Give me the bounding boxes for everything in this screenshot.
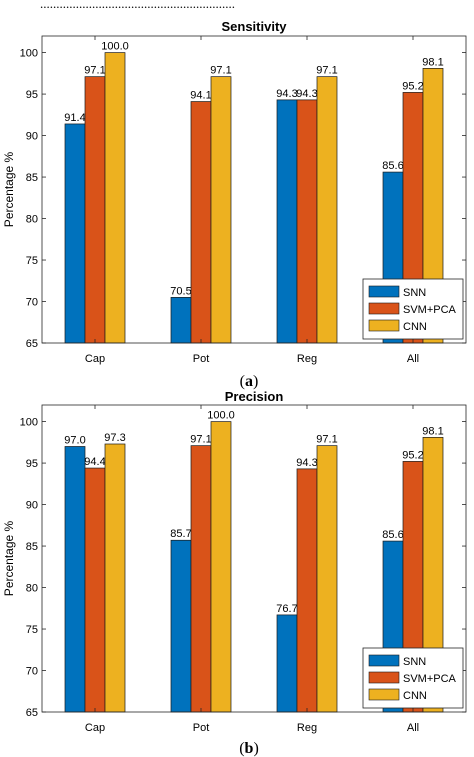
legend-label: CNN: [403, 690, 427, 702]
plot-frame: [41, 35, 467, 344]
data-label: 97.1: [316, 65, 337, 77]
bar-snn-cap: [64, 446, 86, 713]
data-label: 98.1: [422, 425, 443, 437]
y-tick-label: 75: [26, 255, 38, 267]
y-tick-label: 65: [26, 707, 38, 719]
bar-svm-pca-pot: [190, 101, 212, 344]
chart-title: Precision: [225, 389, 284, 404]
top-fragment-text: ........................................…: [40, 0, 235, 11]
data-label: 85.7: [170, 528, 191, 540]
caption-open: (: [239, 740, 244, 757]
y-tick-label: 85: [26, 541, 38, 553]
bar-cnn-cap: [104, 443, 126, 713]
data-label: 94.3: [276, 88, 297, 100]
chart-title: Sensitivity: [221, 19, 287, 34]
x-tick-label: Cap: [85, 722, 105, 734]
x-tick-label: Reg: [297, 722, 317, 734]
data-label: 85.6: [382, 529, 403, 541]
data-label: 100.0: [207, 410, 235, 422]
data-label: 97.1: [190, 434, 211, 446]
legend-swatch-snn: [368, 285, 400, 298]
panel-caption: (a): [240, 373, 259, 390]
legend-swatch-svm-pca: [368, 302, 400, 315]
data-label: 94.3: [296, 457, 317, 469]
y-tick-label: 100: [20, 48, 38, 60]
data-label: 97.1: [210, 65, 231, 77]
data-label: 97.1: [84, 65, 105, 77]
plot-frame: [41, 404, 467, 713]
caption-close: ): [253, 373, 258, 390]
data-label: 94.4: [84, 456, 105, 468]
y-tick-label: 90: [26, 500, 38, 512]
y-axis-label: Percentage %: [2, 151, 16, 227]
bar-snn-reg: [276, 99, 298, 344]
data-label: 70.5: [170, 285, 191, 297]
bar-svm-pca-pot: [190, 445, 212, 713]
caption-close: ): [253, 740, 258, 757]
bar-svm-pca-reg: [296, 468, 318, 713]
y-tick-label: 95: [26, 89, 38, 101]
data-label: 98.1: [422, 56, 443, 68]
y-tick-label: 80: [26, 214, 38, 226]
legend-swatch-svm-pca: [368, 671, 400, 684]
legend-swatch-snn: [368, 654, 400, 667]
panel-caption: (b): [239, 740, 259, 757]
y-tick-label: 90: [26, 131, 38, 143]
y-axis-label: Percentage %: [2, 520, 16, 596]
x-tick-label: Cap: [85, 353, 105, 365]
x-tick-label: All: [407, 353, 419, 365]
y-tick-label: 85: [26, 172, 38, 184]
legend-label: SVM+PCA: [403, 304, 457, 316]
legend-label: SVM+PCA: [403, 673, 457, 685]
x-tick-label: All: [407, 722, 419, 734]
y-tick-label: 95: [26, 458, 38, 470]
x-tick-label: Reg: [297, 353, 317, 365]
data-label: 85.6: [382, 160, 403, 172]
data-label: 76.7: [276, 603, 297, 615]
bar-cnn-reg: [316, 76, 338, 344]
data-label: 100.0: [101, 41, 129, 53]
bar-snn-pot: [170, 297, 192, 344]
bar-cnn-pot: [210, 76, 232, 344]
data-label: 97.1: [316, 434, 337, 446]
bar-svm-pca-cap: [84, 76, 106, 344]
data-label: 97.0: [64, 434, 85, 446]
y-tick-label: 75: [26, 624, 38, 636]
data-label: 95.2: [402, 449, 423, 461]
x-tick-label: Pot: [193, 353, 210, 365]
y-tick-label: 100: [20, 417, 38, 429]
data-label: 94.1: [190, 90, 211, 102]
legend-label: SNN: [403, 287, 426, 299]
x-tick-label: Pot: [193, 722, 210, 734]
data-label: 91.4: [64, 112, 85, 124]
bar-svm-pca-cap: [84, 467, 106, 713]
caption-letter: a: [245, 373, 253, 390]
caption-open: (: [240, 373, 245, 390]
bar-cnn-cap: [104, 52, 126, 344]
bar-snn-reg: [276, 614, 298, 713]
data-label: 97.3: [104, 432, 125, 444]
legend-label: CNN: [403, 321, 427, 333]
legend-swatch-cnn: [368, 688, 400, 701]
y-tick-label: 65: [26, 338, 38, 350]
bar-cnn-pot: [210, 421, 232, 713]
legend-swatch-cnn: [368, 319, 400, 332]
bar-snn-cap: [64, 123, 86, 344]
data-label: 95.2: [402, 80, 423, 92]
caption-letter: b: [245, 740, 254, 757]
y-tick-label: 80: [26, 583, 38, 595]
data-label: 94.3: [296, 88, 317, 100]
bar-svm-pca-reg: [296, 99, 318, 344]
legend-label: SNN: [403, 656, 426, 668]
bar-snn-pot: [170, 539, 192, 713]
bar-cnn-reg: [316, 445, 338, 713]
y-tick-label: 70: [26, 297, 38, 309]
y-tick-label: 70: [26, 666, 38, 678]
